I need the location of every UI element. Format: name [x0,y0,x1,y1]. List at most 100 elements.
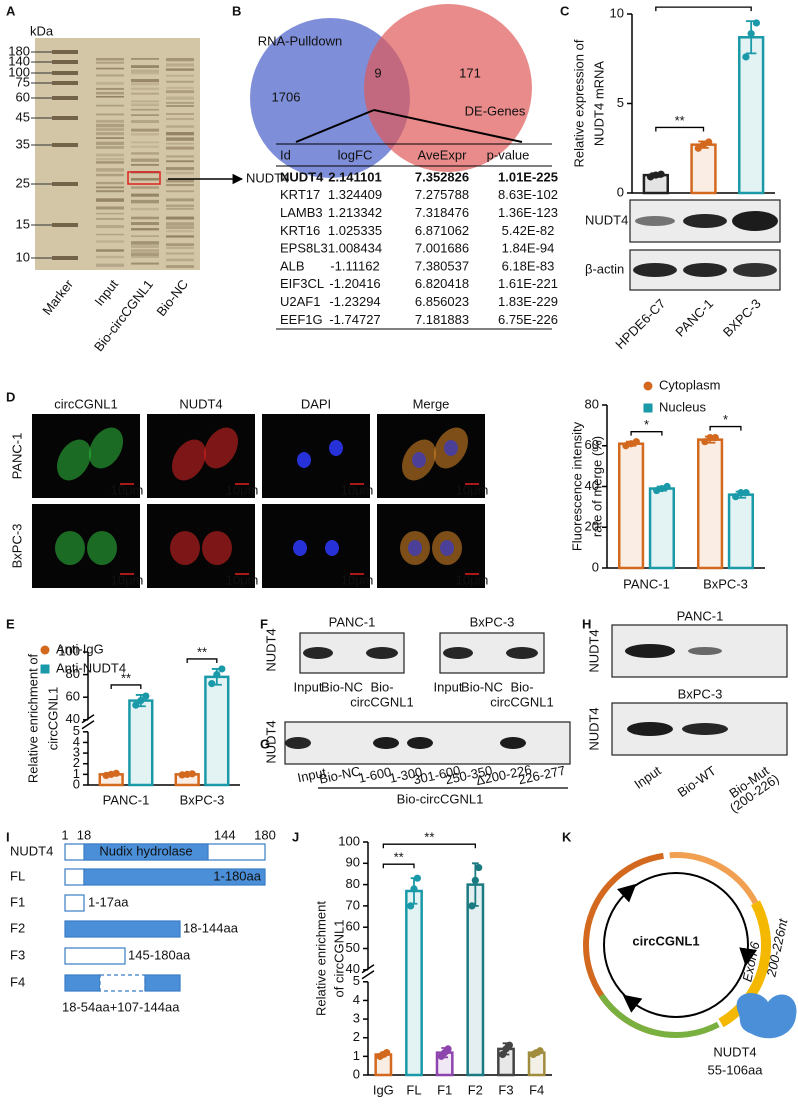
gel-band [96,157,124,161]
table-cell: 1.01E-225 [498,169,558,184]
lane-label: 1-300 [388,764,424,786]
gel-band [166,132,194,136]
y-axis-label: Fluorescence intensity [569,421,584,551]
table-cell: 6.871062 [415,223,469,238]
gel-band [131,87,159,91]
data-point [383,1049,391,1057]
y-tick-label: 1 [73,766,80,781]
table-cell: -1.20416 [329,276,380,291]
gel-band [96,58,124,61]
y-tick-label: 80 [346,876,360,891]
gel-band [166,74,194,77]
domain-box [144,974,181,992]
exon-arc [718,900,771,1028]
data-point [137,696,145,705]
domain-text: 1-17aa [88,894,129,909]
lane-label: Bio-NC [321,679,363,694]
legend-label: Anti-NUDT4 [56,660,126,675]
table-cell: EPS8L3 [280,241,328,256]
lane-label: circCGNL1 [490,694,554,709]
blot-band [407,737,433,749]
table-cell: -1.11162 [330,258,379,273]
gel-band [166,208,194,210]
venn-set [364,4,532,172]
panel-label: F [260,616,268,631]
marker-label: 100 [8,64,30,79]
y-tick-label: 70 [346,897,360,912]
gel-band [96,206,124,210]
y-tick-label: 4 [73,734,80,749]
y-tick-label: 20 [585,519,599,534]
significance-label: ** [121,670,131,685]
gel-unit: kDa [30,23,54,38]
cell [56,439,92,481]
nucleus [440,540,454,556]
bar [617,442,645,570]
blot-band [683,263,727,277]
ruler-label: 1 [61,827,68,842]
significance-bracket [186,658,218,663]
gel-band [166,160,194,163]
marker-label: 60 [16,89,30,104]
data-point [752,19,761,27]
venn-label: DE-Genes [465,103,526,118]
protein-blob [736,993,797,1039]
blot-band [733,263,777,277]
gel-band [131,193,159,197]
significance-bracket [382,863,415,869]
significance-bracket [655,6,752,12]
significance-label: * [723,412,728,427]
gel-band [131,249,159,252]
blot-title: PANC-1 [677,608,724,623]
table-cell: 5.42E-82 [502,223,555,238]
bar [696,438,724,570]
row-label: F2 [10,920,25,935]
x-tick-label: FL [406,1082,421,1097]
data-point [142,692,150,700]
blot-ylabel: NUDT4 [586,629,601,672]
cell [88,427,124,469]
gel-band [166,243,194,246]
axis-break [361,964,375,974]
panel-label: H [582,616,591,631]
significance-bracket [382,843,476,849]
inner-circle [603,872,749,1018]
blot-band [500,737,526,749]
table-cell: 1.36E-123 [498,205,558,220]
gel-band [166,125,194,128]
domain-text: Nudix hydrolase [99,843,192,858]
ruler-label: 180 [254,827,276,842]
data-point [499,1050,507,1059]
gel-band [131,72,159,75]
gel-band [166,137,194,141]
gel-band [131,79,159,83]
data-point [413,874,421,882]
y-tick-label: 80 [66,666,80,681]
gel-band [131,152,159,155]
cell [87,531,117,565]
data-point [407,902,415,910]
gel-band [166,190,194,193]
gel-band [96,146,124,149]
scale-label: 10μm [111,572,144,587]
blot-ylabel: NUDT4 [586,707,601,750]
nucleus [293,540,307,556]
scale-label: 10μm [111,482,144,497]
ruler-label: 144 [214,827,236,842]
panel-label: J [292,829,299,844]
y-axis-label: Relative enrichment of [25,653,40,783]
gel-band [166,105,194,107]
data-point [444,1045,452,1053]
y-tick-label: 60 [585,437,599,452]
venn-count: 9 [374,65,381,80]
table-cell: 6.75E-226 [498,312,558,327]
domain-text: 145-180aa [128,947,191,962]
gel-band [166,80,194,83]
gel-band [96,95,124,98]
domain-box [64,920,181,938]
panel-label: G [260,736,270,751]
blot-band [443,647,473,659]
data-point [468,902,476,910]
gel-band [131,69,159,73]
